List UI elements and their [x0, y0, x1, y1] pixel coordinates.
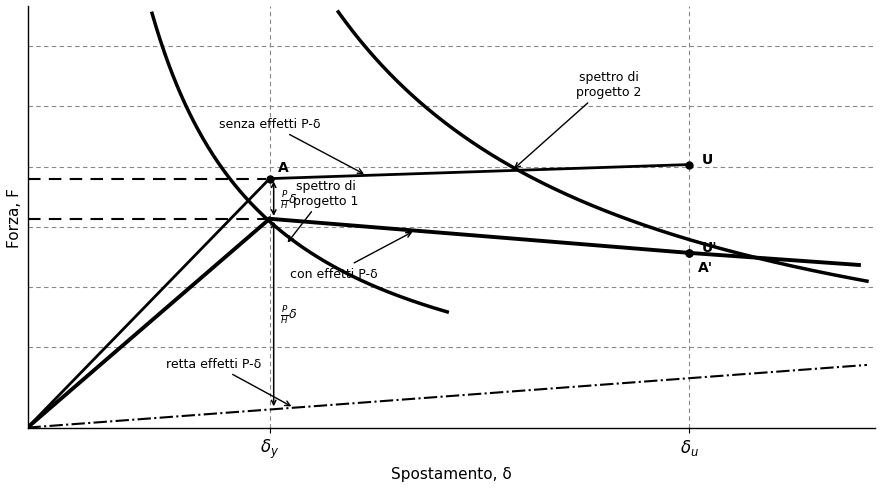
Text: U': U' — [701, 241, 717, 254]
Text: $\frac{P}{H}\delta$: $\frac{P}{H}\delta$ — [280, 304, 297, 325]
X-axis label: Spostamento, δ: Spostamento, δ — [391, 466, 512, 481]
Text: A: A — [278, 160, 288, 174]
Text: senza effetti P-δ: senza effetti P-δ — [219, 118, 363, 174]
Text: spettro di
progetto 1: spettro di progetto 1 — [288, 180, 359, 242]
Text: U: U — [701, 152, 713, 166]
Y-axis label: Forza, F: Forza, F — [7, 187, 22, 247]
Text: A': A' — [698, 261, 713, 274]
Text: con effetti P-δ: con effetti P-δ — [290, 233, 411, 281]
Text: $\frac{P}{H}\delta$: $\frac{P}{H}\delta$ — [280, 188, 297, 210]
Text: spettro di
progetto 2: spettro di progetto 2 — [515, 71, 641, 168]
Text: retta effetti P-δ: retta effetti P-δ — [166, 358, 290, 406]
